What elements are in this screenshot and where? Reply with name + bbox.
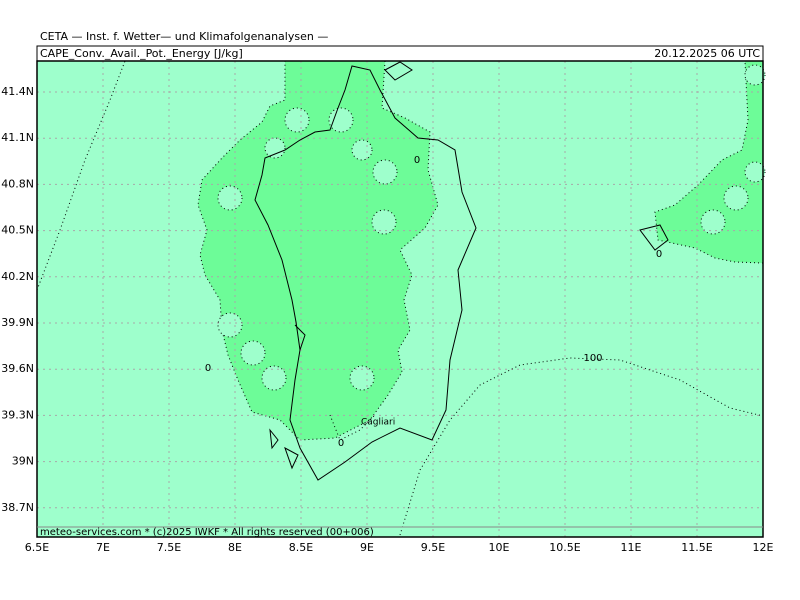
y-tick-label: 40.2N bbox=[1, 270, 34, 283]
contour-label: 0 bbox=[414, 155, 420, 166]
x-tick-label: 9E bbox=[360, 541, 374, 554]
x-tick-label: 9.5E bbox=[421, 541, 445, 554]
cape-gap bbox=[240, 340, 266, 366]
x-tick-label: 10.5E bbox=[549, 541, 580, 554]
grid bbox=[37, 61, 763, 537]
x-tick-label: 8E bbox=[228, 541, 242, 554]
y-tick-label: 41.1N bbox=[1, 131, 34, 144]
x-tick-label: 11E bbox=[621, 541, 642, 554]
place-label: Cagliari bbox=[361, 418, 395, 428]
y-tick-label: 39.6N bbox=[1, 362, 34, 375]
x-tick-label: 7E bbox=[96, 541, 110, 554]
cape-gap bbox=[744, 64, 766, 86]
cape-gap bbox=[700, 209, 726, 235]
x-tick-label: 10E bbox=[489, 541, 510, 554]
cape-gap bbox=[351, 139, 373, 161]
cape-region bbox=[654, 60, 764, 264]
cape-gap bbox=[723, 185, 749, 211]
institute: CETA — Inst. f. Wetter— und Klimafolgena… bbox=[40, 30, 328, 43]
y-tick-label: 38.7N bbox=[1, 501, 34, 514]
contour-label: 100 bbox=[583, 353, 602, 364]
cape-gap bbox=[744, 161, 766, 183]
y-tick-label: 39N bbox=[12, 455, 34, 468]
contour-label: 0 bbox=[656, 249, 662, 260]
datetime: 20.12.2025 06 UTC bbox=[654, 47, 760, 60]
footer: meteo-services.com * (c)2025 IWKF * All … bbox=[40, 527, 374, 538]
contour-label: 0 bbox=[205, 363, 211, 374]
y-tick-label: 40.8N bbox=[1, 177, 34, 190]
cape-area bbox=[197, 60, 766, 441]
y-tick-label: 39.3N bbox=[1, 408, 34, 421]
x-tick-label: 8.5E bbox=[289, 541, 313, 554]
y-tick-label: 39.9N bbox=[1, 316, 34, 329]
cape-gap bbox=[217, 185, 243, 211]
x-tick-label: 6.5E bbox=[25, 541, 49, 554]
cape-gap bbox=[328, 107, 354, 133]
map-frame bbox=[36, 60, 764, 538]
title: CAPE_Conv._Avail._Pot._Energy [J/kg] bbox=[40, 47, 243, 60]
cape-gap bbox=[217, 312, 243, 338]
cape-gap bbox=[349, 365, 375, 391]
cape-gap bbox=[372, 159, 398, 185]
cape-gap bbox=[261, 365, 287, 391]
contour-label: 0 bbox=[338, 438, 344, 449]
x-tick-label: 12E bbox=[753, 541, 774, 554]
cape-gap bbox=[264, 137, 286, 159]
cape-gap bbox=[371, 209, 397, 235]
y-tick-label: 40.5N bbox=[1, 224, 34, 237]
coastline bbox=[254, 61, 669, 481]
y-tick-label: 41.4N bbox=[1, 85, 34, 98]
x-tick-label: 11.5E bbox=[681, 541, 712, 554]
x-tick-label: 7.5E bbox=[157, 541, 181, 554]
cape-gap bbox=[284, 107, 310, 133]
